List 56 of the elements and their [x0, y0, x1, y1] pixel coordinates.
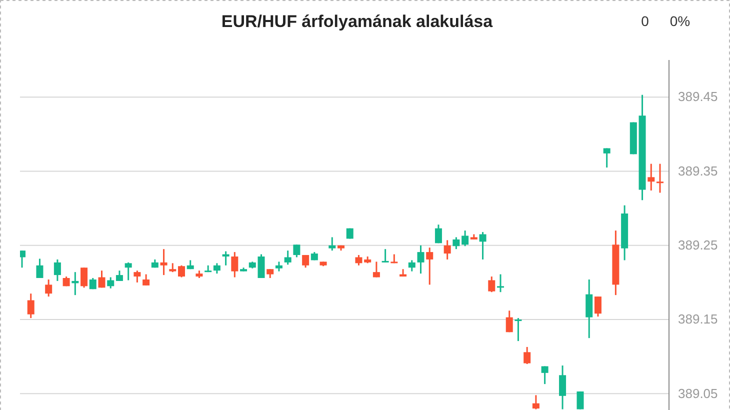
y-tick-label: 389.45	[678, 89, 718, 104]
candlestick	[576, 390, 584, 410]
candlestick	[134, 270, 141, 284]
candlestick	[107, 276, 114, 290]
candlestick	[656, 163, 664, 194]
candlestick	[452, 236, 460, 250]
y-tick-label: 389.35	[678, 163, 718, 178]
candlestick	[444, 239, 451, 260]
candlestick	[302, 254, 310, 268]
candlestick	[506, 310, 513, 333]
candlestick	[462, 230, 469, 247]
candlestick	[603, 147, 610, 168]
candlestick	[497, 274, 504, 293]
candlestick	[408, 259, 416, 272]
candlestick	[532, 394, 540, 410]
candlestick	[258, 254, 265, 279]
candlestick	[54, 258, 61, 282]
candlestick	[559, 364, 566, 410]
candlestick	[355, 254, 362, 266]
candlestick	[275, 260, 282, 272]
y-tick-label: 389.15	[678, 312, 718, 327]
text: 0%	[670, 13, 690, 29]
candlestick	[80, 266, 88, 288]
candlestick	[213, 262, 220, 274]
text: 0	[641, 13, 650, 29]
candlestick	[116, 270, 123, 282]
candlestick	[382, 248, 389, 264]
chart-title: EUR/HUF árfolyamának alakulása	[221, 12, 494, 31]
candlestick	[284, 250, 292, 266]
candlestick	[479, 231, 486, 260]
candlestick	[524, 346, 531, 365]
candlestick	[594, 296, 602, 318]
candlestick	[434, 224, 442, 244]
candlestick	[27, 292, 34, 319]
candlestick	[72, 271, 79, 296]
candlestick	[98, 270, 106, 288]
candlestick	[328, 236, 336, 252]
candlestick	[426, 246, 434, 286]
candlestick	[648, 163, 655, 192]
candlestick	[514, 317, 522, 342]
candlestick	[488, 276, 496, 293]
candlestick	[36, 258, 44, 279]
candlestick	[142, 274, 150, 286]
candlestick	[586, 278, 593, 339]
candlestick	[124, 262, 132, 281]
candlestick	[178, 264, 185, 278]
y-tick-label: 389.05	[678, 386, 718, 401]
candlestick	[417, 244, 424, 274]
candlestick	[231, 251, 238, 278]
candlestick	[372, 260, 380, 278]
candlestick	[222, 250, 230, 266]
candlestick	[160, 248, 168, 276]
candlestick	[293, 244, 300, 258]
y-tick-label: 389.25	[678, 238, 718, 253]
candlestick	[45, 278, 52, 298]
candlestick	[541, 366, 548, 385]
